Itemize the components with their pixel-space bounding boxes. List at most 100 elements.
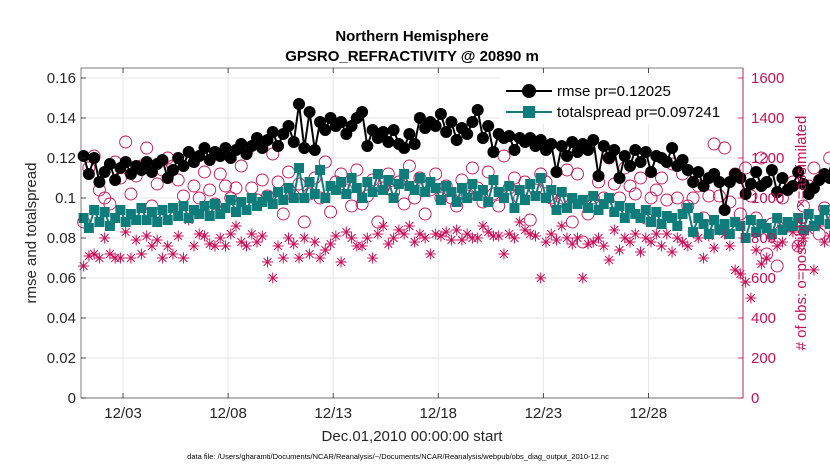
totalspread-point-102 [614, 201, 625, 211]
totalspread-point-19 [178, 201, 189, 211]
legend-spread-marker [523, 106, 535, 118]
obs-assimilated-point-19 [177, 252, 189, 264]
rmse-point-6 [109, 174, 122, 186]
obs-possible-point-47 [324, 205, 338, 219]
obs-assimilated-point-57 [377, 220, 389, 232]
obs-assimilated-point-123 [724, 240, 736, 252]
obs-assimilated-point-32 [246, 228, 258, 240]
obs-possible-point-132 [770, 259, 784, 273]
obs-assimilated-point-115 [682, 240, 694, 252]
rmse-point-93 [566, 136, 579, 148]
obs-assimilated-point-58 [382, 238, 394, 250]
obs-assimilated-point-106 [635, 246, 647, 258]
rmse-point-1 [82, 168, 95, 180]
rmse-point-137 [797, 178, 810, 190]
rmse-point-54 [361, 140, 374, 152]
obs-possible-point-62 [402, 159, 416, 173]
obs-assimilated-point-91 [556, 220, 568, 232]
totalspread-point-46 [320, 193, 331, 203]
totalspread-point-119 [703, 229, 714, 239]
obs-assimilated-point-60 [393, 224, 405, 236]
obs-assimilated-point-39 [283, 232, 295, 244]
obs-assimilated-point-28 [225, 228, 237, 240]
x-tick-label-1: 12/08 [209, 405, 247, 422]
rmse-point-91 [555, 140, 568, 152]
obs-assimilated-point-122 [719, 228, 731, 240]
obs-assimilated-point-15 [156, 252, 168, 264]
obs-possible-point-74 [465, 161, 479, 175]
obs-assimilated-point-40 [288, 238, 300, 250]
obs-assimilated-point-90 [550, 234, 562, 246]
rmse-point-127 [744, 178, 757, 190]
obs-assimilated-point-44 [309, 236, 321, 248]
obs-assimilated-point-110 [656, 240, 668, 252]
obs-assimilated-point-76 [477, 220, 489, 232]
obs-assimilated-point-13 [146, 240, 158, 252]
series-totalspread [78, 163, 830, 243]
rmse-point-5 [103, 158, 116, 170]
legend-rmse-marker [522, 84, 536, 98]
totalspread-point-120 [709, 215, 720, 225]
obs-assimilated-point-127 [745, 292, 757, 304]
totalspread-point-110 [656, 219, 667, 229]
axes [80, 67, 744, 399]
rmse-point-99 [597, 140, 610, 152]
obs-assimilated-point-35 [262, 256, 274, 268]
totalspread-point-107 [640, 205, 651, 215]
y-left-tick-label-5: 0.1 [55, 190, 76, 207]
obs-assimilated-point-26 [214, 232, 226, 244]
obs-possible-point-27 [219, 179, 232, 193]
rmse-point-0 [77, 150, 90, 162]
obs-assimilated-point-99 [598, 240, 610, 252]
rmse-point-73 [461, 128, 474, 140]
totalspread-point-68 [435, 195, 446, 205]
totalspread-point-24 [204, 211, 215, 221]
obs-assimilated-point-47 [325, 238, 337, 250]
rmse-point-62 [403, 128, 416, 140]
totalspread-point-51 [346, 173, 357, 183]
rmse-point-42 [298, 142, 311, 154]
obs-assimilated-point-109 [650, 228, 662, 240]
totalspread-point-92 [561, 203, 572, 213]
obs-assimilated-point-38 [277, 252, 289, 264]
totalspread-point-11 [136, 203, 147, 213]
obs-possible-point-12 [140, 141, 154, 155]
totalspread-point-88 [540, 193, 551, 203]
totalspread-point-21 [188, 205, 199, 215]
rmse-point-69 [440, 126, 453, 138]
obs-assimilated-point-84 [519, 224, 531, 236]
rmse-point-89 [545, 138, 558, 150]
totalspread-point-15 [157, 205, 168, 215]
rmse-point-39 [282, 120, 295, 132]
totalspread-point-49 [336, 177, 347, 187]
rmse-point-135 [786, 180, 799, 192]
series-obs-assimilated [78, 214, 830, 304]
totalspread-point-132 [772, 213, 783, 223]
totalspread-point-28 [225, 195, 236, 205]
totalspread-point-6 [110, 213, 121, 223]
totalspread-point-97 [588, 191, 599, 201]
obs-assimilated-point-31 [241, 240, 252, 252]
obs-assimilated-point-129 [755, 258, 767, 270]
totalspread-point-124 [730, 217, 741, 227]
obs-possible-point-61 [397, 197, 411, 211]
totalspread-point-43 [304, 177, 315, 187]
obs-assimilated-point-102 [614, 244, 626, 256]
obs-assimilated-point-107 [640, 232, 652, 244]
obs-assimilated-point-85 [524, 228, 536, 240]
totalspread-point-139 [808, 221, 819, 231]
rmse-point-57 [377, 126, 390, 138]
rmse-point-102 [613, 172, 626, 184]
obs-assimilated-point-79 [493, 230, 505, 242]
obs-possible-point-77 [481, 165, 495, 179]
rmse-point-114 [676, 154, 689, 166]
totalspread-point-138 [803, 209, 814, 219]
totalspread-point-48 [330, 185, 341, 195]
obs-assimilated-point-117 [692, 232, 704, 244]
totalspread-point-78 [488, 175, 499, 185]
totalspread-point-83 [514, 185, 525, 195]
totalspread-point-34 [257, 197, 268, 207]
totalspread-point-5 [104, 221, 115, 231]
totalspread-point-32 [246, 193, 257, 203]
obs-assimilated-point-105 [629, 228, 641, 240]
